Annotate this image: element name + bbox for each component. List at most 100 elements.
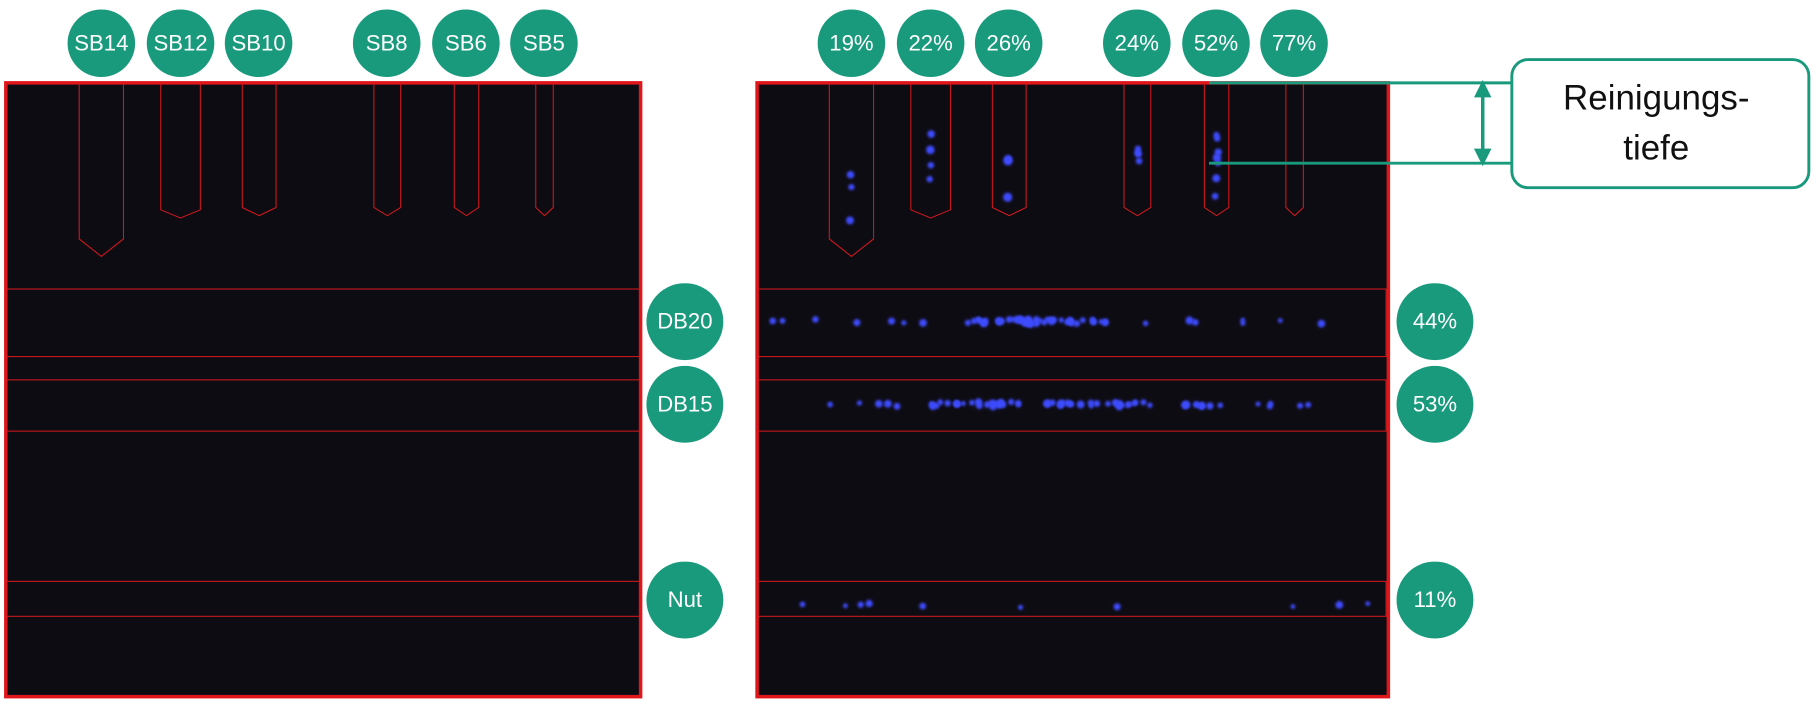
fluorescence-dot	[995, 318, 1001, 324]
fluorescence-dot	[1147, 402, 1153, 408]
fluorescence-dot	[875, 400, 883, 408]
fluorescence-dot	[1018, 604, 1024, 610]
fluorescence-dot	[1058, 317, 1065, 323]
fluorescence-dot	[1015, 402, 1021, 408]
fluorescence-dot	[1305, 401, 1312, 408]
slot-label: SB14	[74, 30, 128, 55]
slot-label: SB12	[153, 30, 207, 55]
fluorescence-dot	[846, 170, 855, 179]
fluorescence-dot	[1317, 319, 1326, 328]
fluorescence-dot	[1134, 150, 1142, 158]
fluorescence-dot	[1010, 316, 1016, 322]
fluorescence-dot	[1076, 400, 1085, 409]
slot-label: 26%	[987, 30, 1031, 55]
label-badge	[1260, 9, 1328, 78]
fluorescence-dot	[1003, 192, 1013, 202]
fluorescence-dot	[887, 317, 896, 325]
fluorescence-dot	[1132, 401, 1137, 406]
band-outline	[756, 288, 1387, 358]
fluorescence-dot	[969, 399, 975, 406]
callout-box	[1510, 58, 1811, 190]
label-badge	[1396, 365, 1474, 443]
fluorescence-dot	[919, 602, 927, 610]
fluorescence-dot	[1050, 316, 1057, 323]
slot-label: 52%	[1194, 30, 1238, 55]
fluorescence-dot	[769, 317, 777, 325]
specimen-features	[6, 82, 1387, 617]
right-panel	[755, 81, 1391, 699]
band-outline	[6, 379, 640, 432]
band-label: 44%	[1413, 309, 1457, 334]
fluorescence-dot	[1212, 174, 1221, 183]
fluorescence-dot	[857, 601, 864, 608]
fluorescence-dot	[1142, 320, 1149, 327]
fluorescence-dot	[779, 317, 786, 324]
label-badge	[646, 283, 724, 361]
slot-outline	[160, 82, 201, 219]
label-badge	[1103, 9, 1171, 78]
fluorescence-dot	[1008, 398, 1015, 406]
slot-outline	[991, 82, 1027, 217]
fluorescence-dot	[1116, 400, 1124, 408]
fluorescence-dot	[1211, 192, 1219, 200]
fluorescence-dot	[980, 318, 989, 327]
fluorescence-dot	[1185, 316, 1194, 325]
fluorescence-dot	[893, 402, 901, 410]
slot-outline	[910, 82, 951, 219]
fluorescence-dot	[856, 400, 863, 406]
slot-label: SB6	[445, 30, 487, 55]
slot-outline	[1123, 82, 1152, 217]
fluorescence-dot	[998, 317, 1005, 325]
fluorescence-dot	[1191, 318, 1199, 326]
fluorescence-dot	[1038, 318, 1043, 324]
label-badge	[646, 365, 724, 443]
fluorescence-dot	[975, 316, 982, 324]
band-label: DB20	[657, 309, 712, 334]
fluorescence-dot	[1005, 316, 1013, 323]
fluorescence-dot	[1079, 317, 1086, 324]
fluorescence-dot	[1140, 399, 1147, 406]
slot-label: 22%	[908, 30, 952, 55]
fluorescence-dot	[1093, 400, 1101, 408]
label-badge	[432, 9, 500, 78]
fluorescence-dot	[1206, 402, 1214, 410]
fluorescence-dot	[853, 319, 861, 327]
fluorescence-dot	[983, 401, 991, 408]
fluorescence-dot	[1113, 603, 1121, 611]
fluorescence-dot	[975, 402, 983, 410]
fluorescence-dot	[1181, 401, 1189, 410]
fluorescence-dot	[929, 403, 937, 410]
fluorescence-dot	[1105, 400, 1111, 407]
fluorescence-dot	[1217, 402, 1224, 409]
fluorescence-dot	[1088, 403, 1094, 409]
callout-text: Reinigungs-	[1563, 79, 1749, 118]
fluorescence-dot	[1032, 320, 1040, 328]
fluorescence-dot	[1365, 601, 1371, 606]
fluorescence-dot	[1102, 319, 1108, 325]
label-badge	[510, 9, 578, 78]
fluorescence-dot	[799, 601, 806, 608]
slot-label: 19%	[829, 30, 873, 55]
fluorescence-dot	[883, 399, 892, 408]
label-badge	[146, 9, 215, 78]
fluorescence-dot	[927, 161, 935, 169]
fluorescence-dot	[1277, 318, 1283, 323]
fluorescence-dot	[901, 320, 907, 326]
fluorescence-dot	[1067, 400, 1075, 408]
slot-outline	[373, 82, 402, 217]
slot-label: 77%	[1272, 30, 1316, 55]
slot-label: 24%	[1115, 30, 1159, 55]
fluorescence-dot	[944, 400, 951, 407]
fluorescence-dot	[1021, 320, 1029, 327]
band-outline	[756, 379, 1387, 432]
fluorescence-dot	[1135, 157, 1143, 165]
fluorescence-dot	[1297, 402, 1304, 409]
slot-label: SB8	[366, 30, 408, 55]
label-badge	[224, 9, 293, 78]
slot-label: SB10	[232, 30, 286, 55]
fluorescence-dot	[1255, 401, 1261, 407]
fluorescence-dot	[1004, 155, 1013, 163]
label-badge	[896, 9, 965, 78]
fluorescence-dot	[1214, 148, 1222, 156]
callout-text: tiefe	[1623, 129, 1689, 168]
